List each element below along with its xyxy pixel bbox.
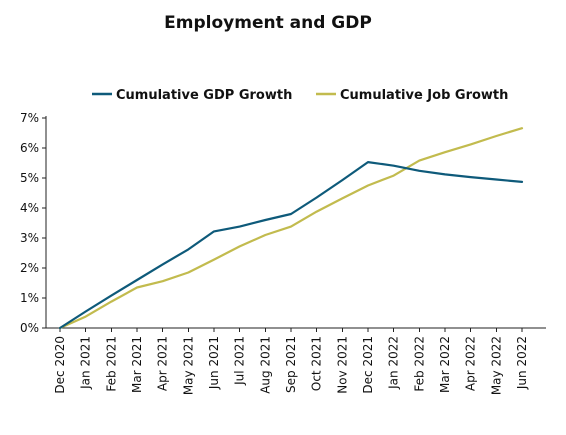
x-tick-label: Dec 2021 — [361, 336, 375, 394]
x-tick-label: Mar 2021 — [130, 336, 144, 393]
series-layer — [58, 127, 524, 330]
series-line — [58, 161, 524, 330]
legend-item: Cumulative GDP Growth — [92, 88, 292, 103]
x-tick-label: Nov 2021 — [335, 336, 349, 394]
y-tick-label: 4% — [20, 201, 39, 215]
x-tick-label: Apr 2022 — [464, 336, 478, 391]
series-line — [58, 127, 524, 330]
legend-label: Cumulative GDP Growth — [116, 88, 292, 103]
y-tick-label: 5% — [20, 171, 39, 185]
x-tick-label: Jan 2022 — [387, 336, 401, 390]
y-tick-label: 2% — [20, 261, 39, 275]
x-tick-label: Dec 2020 — [53, 336, 67, 394]
x-tick-label: Feb 2021 — [104, 336, 118, 392]
y-axis: 0% 1% 2% 3% 4% 5% 6% 7% — [20, 111, 47, 335]
x-tick-label: Feb 2022 — [412, 336, 426, 392]
x-tick-label: May 2022 — [489, 336, 503, 395]
x-tick-label: Aug 2021 — [258, 336, 272, 394]
y-tick-label: 3% — [20, 231, 39, 245]
x-tick-label: Jun 2021 — [207, 336, 221, 390]
x-tick-label: Mar 2022 — [438, 336, 452, 393]
x-tick-label: Jul 2021 — [233, 336, 247, 386]
legend-label: Cumulative Job Growth — [340, 88, 508, 103]
x-tick-label: May 2021 — [181, 336, 195, 395]
x-tick-label: Oct 2021 — [310, 336, 324, 391]
x-axis: Dec 2020 Jan 2021 Feb 2021 Mar 2021 Apr 2021… — [46, 327, 546, 395]
legend-item: Cumulative Job Growth — [316, 88, 508, 103]
x-tick-label: Sep 2021 — [284, 336, 298, 393]
y-tick-label: 6% — [20, 141, 39, 155]
x-tick-label: Jun 2022 — [515, 336, 529, 390]
y-tick-label: 0% — [20, 321, 39, 335]
y-tick-label: 1% — [20, 291, 39, 305]
legend: Cumulative GDP Growth Cumulative Job Grow… — [92, 88, 508, 103]
x-tick-label: Apr 2021 — [156, 336, 170, 391]
chart-title: Employment and GDP — [164, 13, 372, 33]
x-tick-label: Jan 2021 — [79, 336, 93, 390]
y-tick-label: 7% — [20, 111, 39, 125]
